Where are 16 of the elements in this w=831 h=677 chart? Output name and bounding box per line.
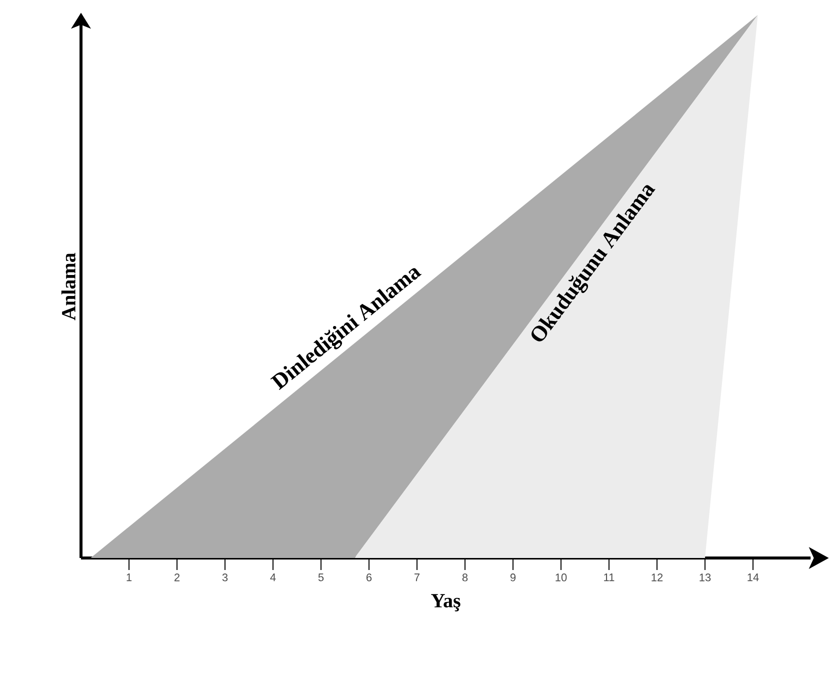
x-tick-label: 2 bbox=[174, 574, 180, 582]
y-axis-title: Anlama bbox=[61, 252, 76, 320]
x-tick-label: 13 bbox=[700, 574, 711, 582]
x-tick-label: 7 bbox=[414, 574, 420, 582]
x-tick-label: 12 bbox=[652, 574, 663, 582]
x-tick-label: 11 bbox=[604, 574, 614, 582]
x-tick-label: 3 bbox=[222, 574, 228, 582]
x-tick-label: 5 bbox=[318, 574, 324, 582]
x-axis-title: Yaş bbox=[431, 594, 460, 612]
x-tick-label: 1 bbox=[126, 574, 132, 582]
x-tick-label: 14 bbox=[748, 574, 759, 582]
x-tick-label: 10 bbox=[556, 574, 567, 582]
x-tick-label: 9 bbox=[510, 574, 516, 582]
x-tick-label: 4 bbox=[270, 574, 276, 582]
x-tick-label: 6 bbox=[366, 574, 372, 582]
x-tick-label: 8 bbox=[462, 574, 468, 582]
